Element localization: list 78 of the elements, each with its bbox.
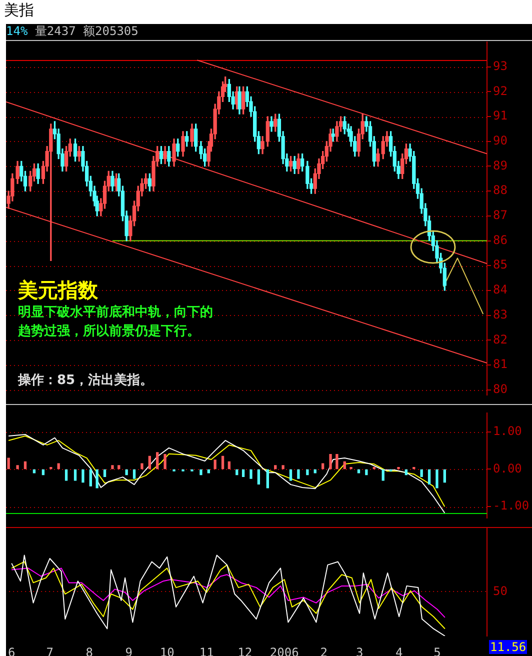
bar <box>336 454 338 470</box>
bar <box>164 454 166 470</box>
y-tick-label: -1.00 <box>493 498 530 513</box>
annotation: 操作：85，沽出美指。 <box>18 372 154 389</box>
y-tick-label: 91 <box>493 108 508 123</box>
y-tick-label: 81 <box>493 357 508 372</box>
chart-subtitle: 14% 量2437 额205305 <box>6 24 138 38</box>
bar <box>125 469 128 476</box>
bar <box>89 469 92 486</box>
bar <box>428 469 431 485</box>
bar <box>140 463 144 470</box>
bar <box>111 465 114 470</box>
x-tick-label: 4 <box>395 645 403 656</box>
y-tick-label: 88 <box>493 183 508 198</box>
bar <box>343 461 346 470</box>
x-tick-label: 7 <box>46 645 54 656</box>
bar <box>156 452 159 470</box>
y-tick-label: 84 <box>493 282 508 297</box>
bar <box>257 469 260 485</box>
bar <box>306 469 309 476</box>
bar <box>32 469 36 474</box>
bar <box>321 463 324 470</box>
bar <box>228 461 231 470</box>
y-tick-label: 1.00 <box>493 424 522 438</box>
bar <box>16 465 19 470</box>
bar <box>357 469 360 474</box>
y-tick-label: 80 <box>493 382 508 396</box>
bar <box>148 456 151 470</box>
bar <box>214 460 216 470</box>
y-tick-label: 90 <box>493 134 508 148</box>
bar <box>64 469 68 481</box>
text: 50 <box>492 584 508 598</box>
bar <box>24 461 27 470</box>
annotation: 美元指数 <box>18 277 98 304</box>
x-tick-label: 2 <box>320 645 328 656</box>
bar <box>96 469 98 488</box>
bar <box>420 469 423 478</box>
bar <box>200 469 202 476</box>
bar <box>242 469 245 478</box>
x-tick-label: 11 <box>199 645 214 656</box>
y-tick-label: 83 <box>493 307 508 322</box>
y-tick-label: 87 <box>493 208 508 222</box>
bar <box>74 469 77 481</box>
y-tick-label: 92 <box>493 84 508 98</box>
bar <box>250 469 252 479</box>
bar <box>7 458 10 470</box>
y-tick-label: 85 <box>493 258 508 272</box>
x-tick-label: 12 <box>238 645 252 656</box>
bar <box>118 465 120 470</box>
y-tick-label: 82 <box>493 332 508 346</box>
bar <box>42 469 45 476</box>
y-tick-label: 0.00 <box>493 461 522 476</box>
bar <box>314 469 316 474</box>
annotation: 趋势过强，所以前景仍是下行。 <box>18 323 200 340</box>
bar <box>443 469 446 483</box>
bar <box>221 456 224 470</box>
bar <box>436 469 438 488</box>
bar <box>132 469 136 479</box>
y-tick-label: 86 <box>493 232 508 247</box>
bar <box>289 469 292 481</box>
bar <box>274 465 277 470</box>
bar <box>382 469 384 481</box>
bar <box>329 454 332 470</box>
bar <box>282 465 284 470</box>
y-tick-label: 93 <box>493 58 508 73</box>
y-tick-label: 89 <box>493 158 508 172</box>
bar <box>297 469 300 479</box>
bar <box>57 463 60 470</box>
bar <box>82 469 84 483</box>
chart-title: 美指 <box>4 1 34 20</box>
annotation: 明显下破水平前底和中轨，向下的 <box>18 304 213 321</box>
bar <box>266 469 269 488</box>
bar <box>207 469 210 474</box>
bar <box>365 469 368 476</box>
text: 11.56 <box>489 640 528 654</box>
bar <box>236 469 238 476</box>
bar <box>404 469 408 476</box>
bar <box>103 469 106 478</box>
